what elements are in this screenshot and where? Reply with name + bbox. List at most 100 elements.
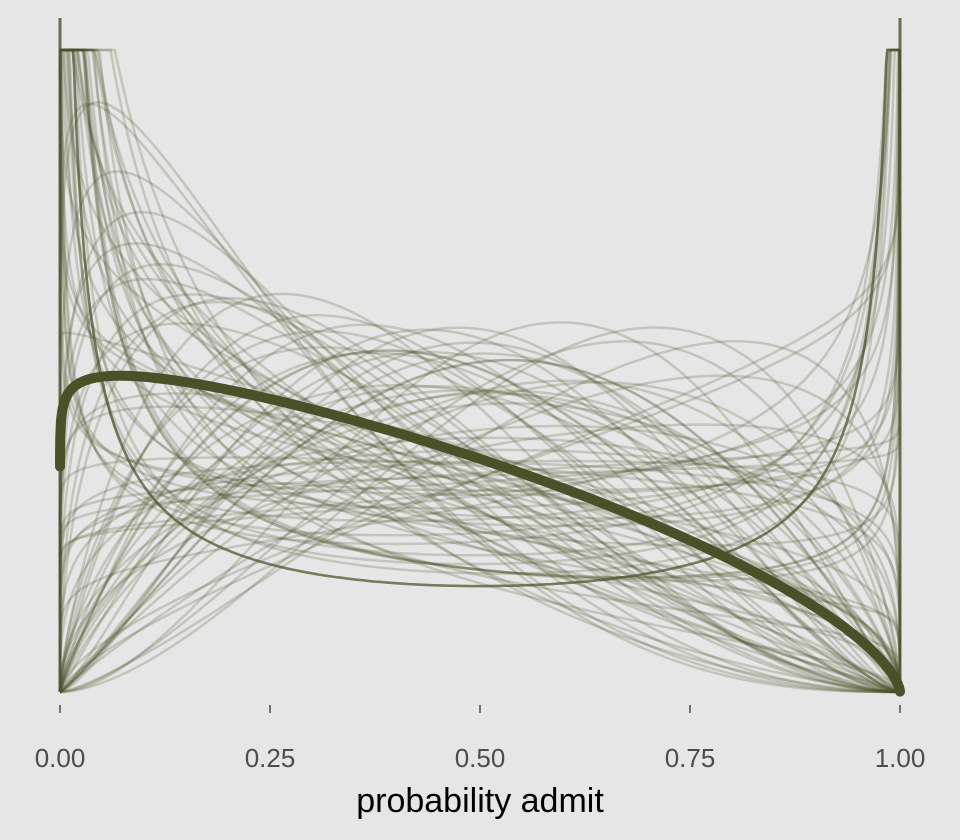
- beta-draw-line: [58, 448, 902, 662]
- beta-draw-line: [58, 423, 902, 689]
- beta-draw-line: [58, 49, 902, 497]
- beta-draw-line: [60, 48, 900, 588]
- beta-draw-line: [60, 340, 902, 694]
- beta-draw-line: [59, 326, 900, 694]
- boundary-lines: [58, 18, 902, 692]
- beta-draw-line: [58, 210, 900, 694]
- beta-draw-line: [58, 48, 902, 693]
- beta-draw-line: [59, 48, 900, 537]
- beta-draw-line: [60, 340, 902, 694]
- beta-draw-line: [58, 48, 900, 569]
- beta-draw-line: [60, 48, 902, 660]
- beta-draw-line: [58, 392, 902, 692]
- beta-draw-line: [58, 263, 900, 694]
- beta-draw-line: [60, 48, 900, 546]
- beta-draw-line: [58, 313, 900, 694]
- beta-draw-line: [58, 300, 900, 694]
- beta-draw-line: [58, 323, 900, 694]
- beta-draw-line: [58, 436, 902, 679]
- beta-draw-line: [60, 48, 901, 694]
- beta-draw-line: [60, 48, 902, 648]
- beta-draw-line: [60, 48, 900, 694]
- beta-draw-line: [58, 456, 902, 640]
- beta-draw-line: [58, 101, 900, 694]
- beta-draw-line: [60, 48, 900, 588]
- beta-draw-line: [60, 48, 902, 693]
- beta-draw-line: [60, 48, 902, 692]
- beta-draw-line: [58, 102, 900, 694]
- beta-draw-line: [60, 48, 902, 689]
- beta-draw-line: [60, 326, 902, 694]
- beta-draw-line: [58, 402, 902, 692]
- x-axis-title: probability admit: [356, 782, 604, 820]
- x-axis-ticks: 0.00 0.25 0.50 0.75 1.00: [35, 705, 926, 773]
- beta-draw-line: [58, 330, 900, 694]
- beta-draw-line: [58, 389, 902, 693]
- beta-draw-line: [58, 48, 901, 580]
- beta-draw-line: [58, 152, 902, 493]
- beta-draw-line: [59, 358, 902, 694]
- beta-draw-line: [60, 48, 900, 588]
- beta-draw-line: [60, 48, 900, 588]
- beta-draw-line: [58, 350, 901, 694]
- beta-draw-line: [60, 48, 902, 580]
- beta-draw-line: [59, 341, 901, 694]
- beta-draw-line: [58, 349, 900, 694]
- beta-draw-line: [60, 48, 901, 694]
- beta-draw-line: [58, 49, 902, 690]
- beta-draw-line: [58, 351, 900, 694]
- beta-draw-line: [60, 321, 901, 694]
- x-tick-label: 0.00: [35, 743, 86, 773]
- beta-draw-line: [60, 48, 901, 528]
- beta-draw-line: [60, 48, 900, 588]
- beta-draw-line: [60, 48, 902, 579]
- beta-draw-line: [60, 48, 902, 583]
- beta-draw-line: [58, 51, 902, 693]
- beta-draw-line: [60, 48, 900, 694]
- beta-draw-line: [60, 48, 901, 694]
- beta-draw-lines: [58, 48, 902, 694]
- beta-draw-line: [59, 48, 902, 673]
- beta-draw-line: [58, 189, 902, 559]
- beta-draw-line: [58, 49, 902, 692]
- beta-draw-line: [58, 48, 900, 510]
- beta-draw-line: [58, 426, 902, 558]
- beta-draw-line: [58, 292, 900, 694]
- beta-draw-line: [58, 48, 900, 651]
- beta-draw-line: [60, 48, 902, 520]
- beta-draw-line: [59, 381, 902, 693]
- beta-draw-line: [58, 242, 900, 694]
- beta-draw-line: [58, 385, 902, 693]
- beta-draw-line: [58, 389, 902, 693]
- beta-draw-line: [60, 48, 901, 694]
- beta-draw-line: [58, 349, 900, 694]
- beta-draw-line: [58, 379, 902, 693]
- beta-draw-line: [60, 48, 902, 688]
- mean-density-line: [55, 370, 905, 697]
- beta-draw-line: [58, 424, 902, 690]
- beta-draw-line: [58, 59, 902, 690]
- beta-draw-line: [60, 48, 900, 575]
- beta-draw-line: [58, 374, 902, 693]
- beta-draw-line: [60, 48, 900, 557]
- beta-draw-line: [59, 358, 902, 694]
- beta-draw-line: [59, 48, 900, 523]
- beta-draw-line: [59, 328, 900, 694]
- beta-draw-line: [60, 48, 900, 566]
- beta-draw-line: [60, 48, 900, 694]
- beta-draw-line: [58, 331, 902, 693]
- beta-draw-line: [58, 170, 900, 694]
- x-tick-label: 0.25: [245, 743, 296, 773]
- beta-draw-line: [60, 48, 901, 579]
- beta-draw-line: [60, 48, 902, 689]
- beta-draw-line: [58, 346, 900, 694]
- beta-draw-line: [58, 277, 900, 694]
- x-tick-label: 0.50: [455, 743, 506, 773]
- beta-draw-line: [60, 48, 902, 676]
- beta-draw-line: [58, 409, 902, 612]
- x-tick-label: 0.75: [665, 743, 716, 773]
- beta-draw-line: [60, 48, 902, 547]
- x-tick-label: 1.00: [875, 743, 926, 773]
